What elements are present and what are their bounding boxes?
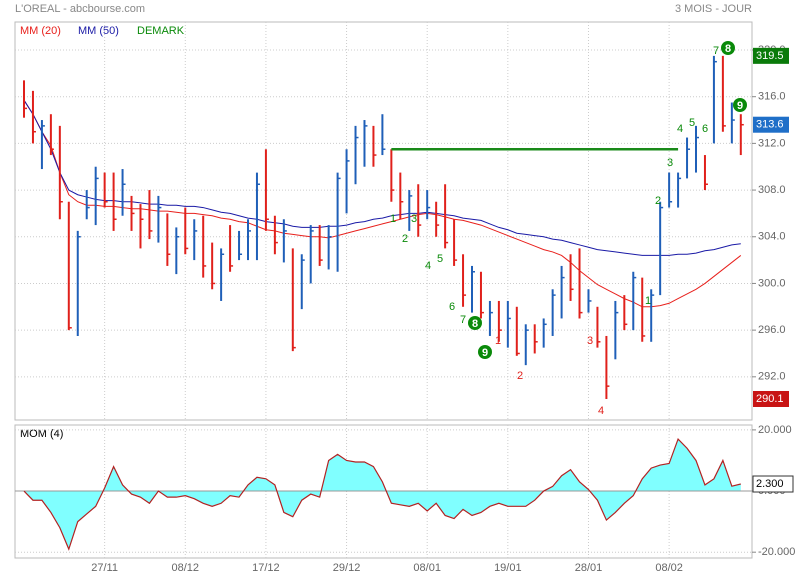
- momentum-line: [23, 437, 741, 551]
- moving-average-line: [23, 99, 741, 256]
- demark-badge: [721, 41, 735, 55]
- chart-title: L'OREAL - abcbourse.com: [15, 3, 145, 15]
- demark-label: 4: [425, 260, 431, 272]
- price-marker-label: 319.5: [756, 50, 784, 62]
- demark-label: 1: [495, 335, 501, 347]
- x-tick-label: 28/01: [575, 562, 603, 574]
- y-tick-label: 296.0: [758, 324, 786, 336]
- demark-label: 8: [725, 43, 731, 55]
- y-tick-label: 308.0: [758, 184, 786, 196]
- demark-label: 8: [472, 318, 478, 330]
- price-marker: [753, 390, 789, 407]
- demark-label: 9: [737, 100, 743, 112]
- demark-label: 6: [702, 123, 708, 135]
- x-tick-label: 27/11: [91, 562, 118, 574]
- x-tick-label: 08/12: [172, 562, 200, 574]
- price-marker-label: 290.1: [756, 393, 784, 405]
- price-panel: [14, 21, 753, 421]
- y-tick-label: 304.0: [758, 231, 786, 243]
- price-marker-label: 313.6: [756, 119, 784, 131]
- demark-label: 4: [598, 405, 604, 417]
- legend-entry: MM (20): [20, 25, 61, 37]
- demark-badge: [468, 316, 482, 330]
- demark-label: 3: [667, 157, 673, 169]
- legend-entry: MM (50): [78, 25, 119, 37]
- demark-label: 3: [411, 213, 417, 225]
- demark-badge: [478, 345, 492, 359]
- period-label: 3 MOIS - JOUR: [675, 3, 752, 15]
- price-marker: [753, 116, 789, 133]
- demark-label: 6: [449, 301, 455, 313]
- y-tick-label: 20.000: [758, 424, 792, 436]
- last-value-label: 2.300: [756, 478, 784, 490]
- y-tick-label: 312.0: [758, 137, 786, 149]
- demark-label: 3: [587, 335, 593, 347]
- demark-label: 1: [390, 213, 396, 225]
- x-tick-label: 08/02: [655, 562, 683, 574]
- panel-title: MOM (4): [20, 428, 63, 440]
- demark-label: 2: [517, 370, 523, 382]
- y-tick-label: 316.0: [758, 91, 786, 103]
- demark-label: 9: [482, 347, 488, 359]
- demark-label: 1: [645, 295, 651, 307]
- x-tick-label: 17/12: [252, 562, 280, 574]
- demark-label: 2: [655, 195, 661, 207]
- moving-average-line: [23, 99, 742, 308]
- demark-label: 7: [460, 314, 466, 326]
- demark-badge: [733, 98, 747, 112]
- demark-label: 7: [713, 45, 719, 57]
- x-tick-label: 08/01: [413, 562, 441, 574]
- y-tick-label: 300.0: [758, 277, 786, 289]
- y-tick-label: 292.0: [758, 371, 786, 383]
- demark-label: 2: [402, 233, 408, 245]
- price-marker: [753, 47, 789, 64]
- legend-entry: DEMARK: [137, 25, 185, 37]
- demark-label: 5: [437, 253, 443, 265]
- last-value-marker: [752, 475, 794, 493]
- x-tick-label: 19/01: [494, 562, 522, 574]
- x-tick-label: 29/12: [333, 562, 361, 574]
- y-tick-label: -20.000: [758, 546, 795, 558]
- demark-label: 4: [677, 123, 683, 135]
- demark-label: 5: [689, 117, 695, 129]
- momentum-area: [24, 439, 741, 550]
